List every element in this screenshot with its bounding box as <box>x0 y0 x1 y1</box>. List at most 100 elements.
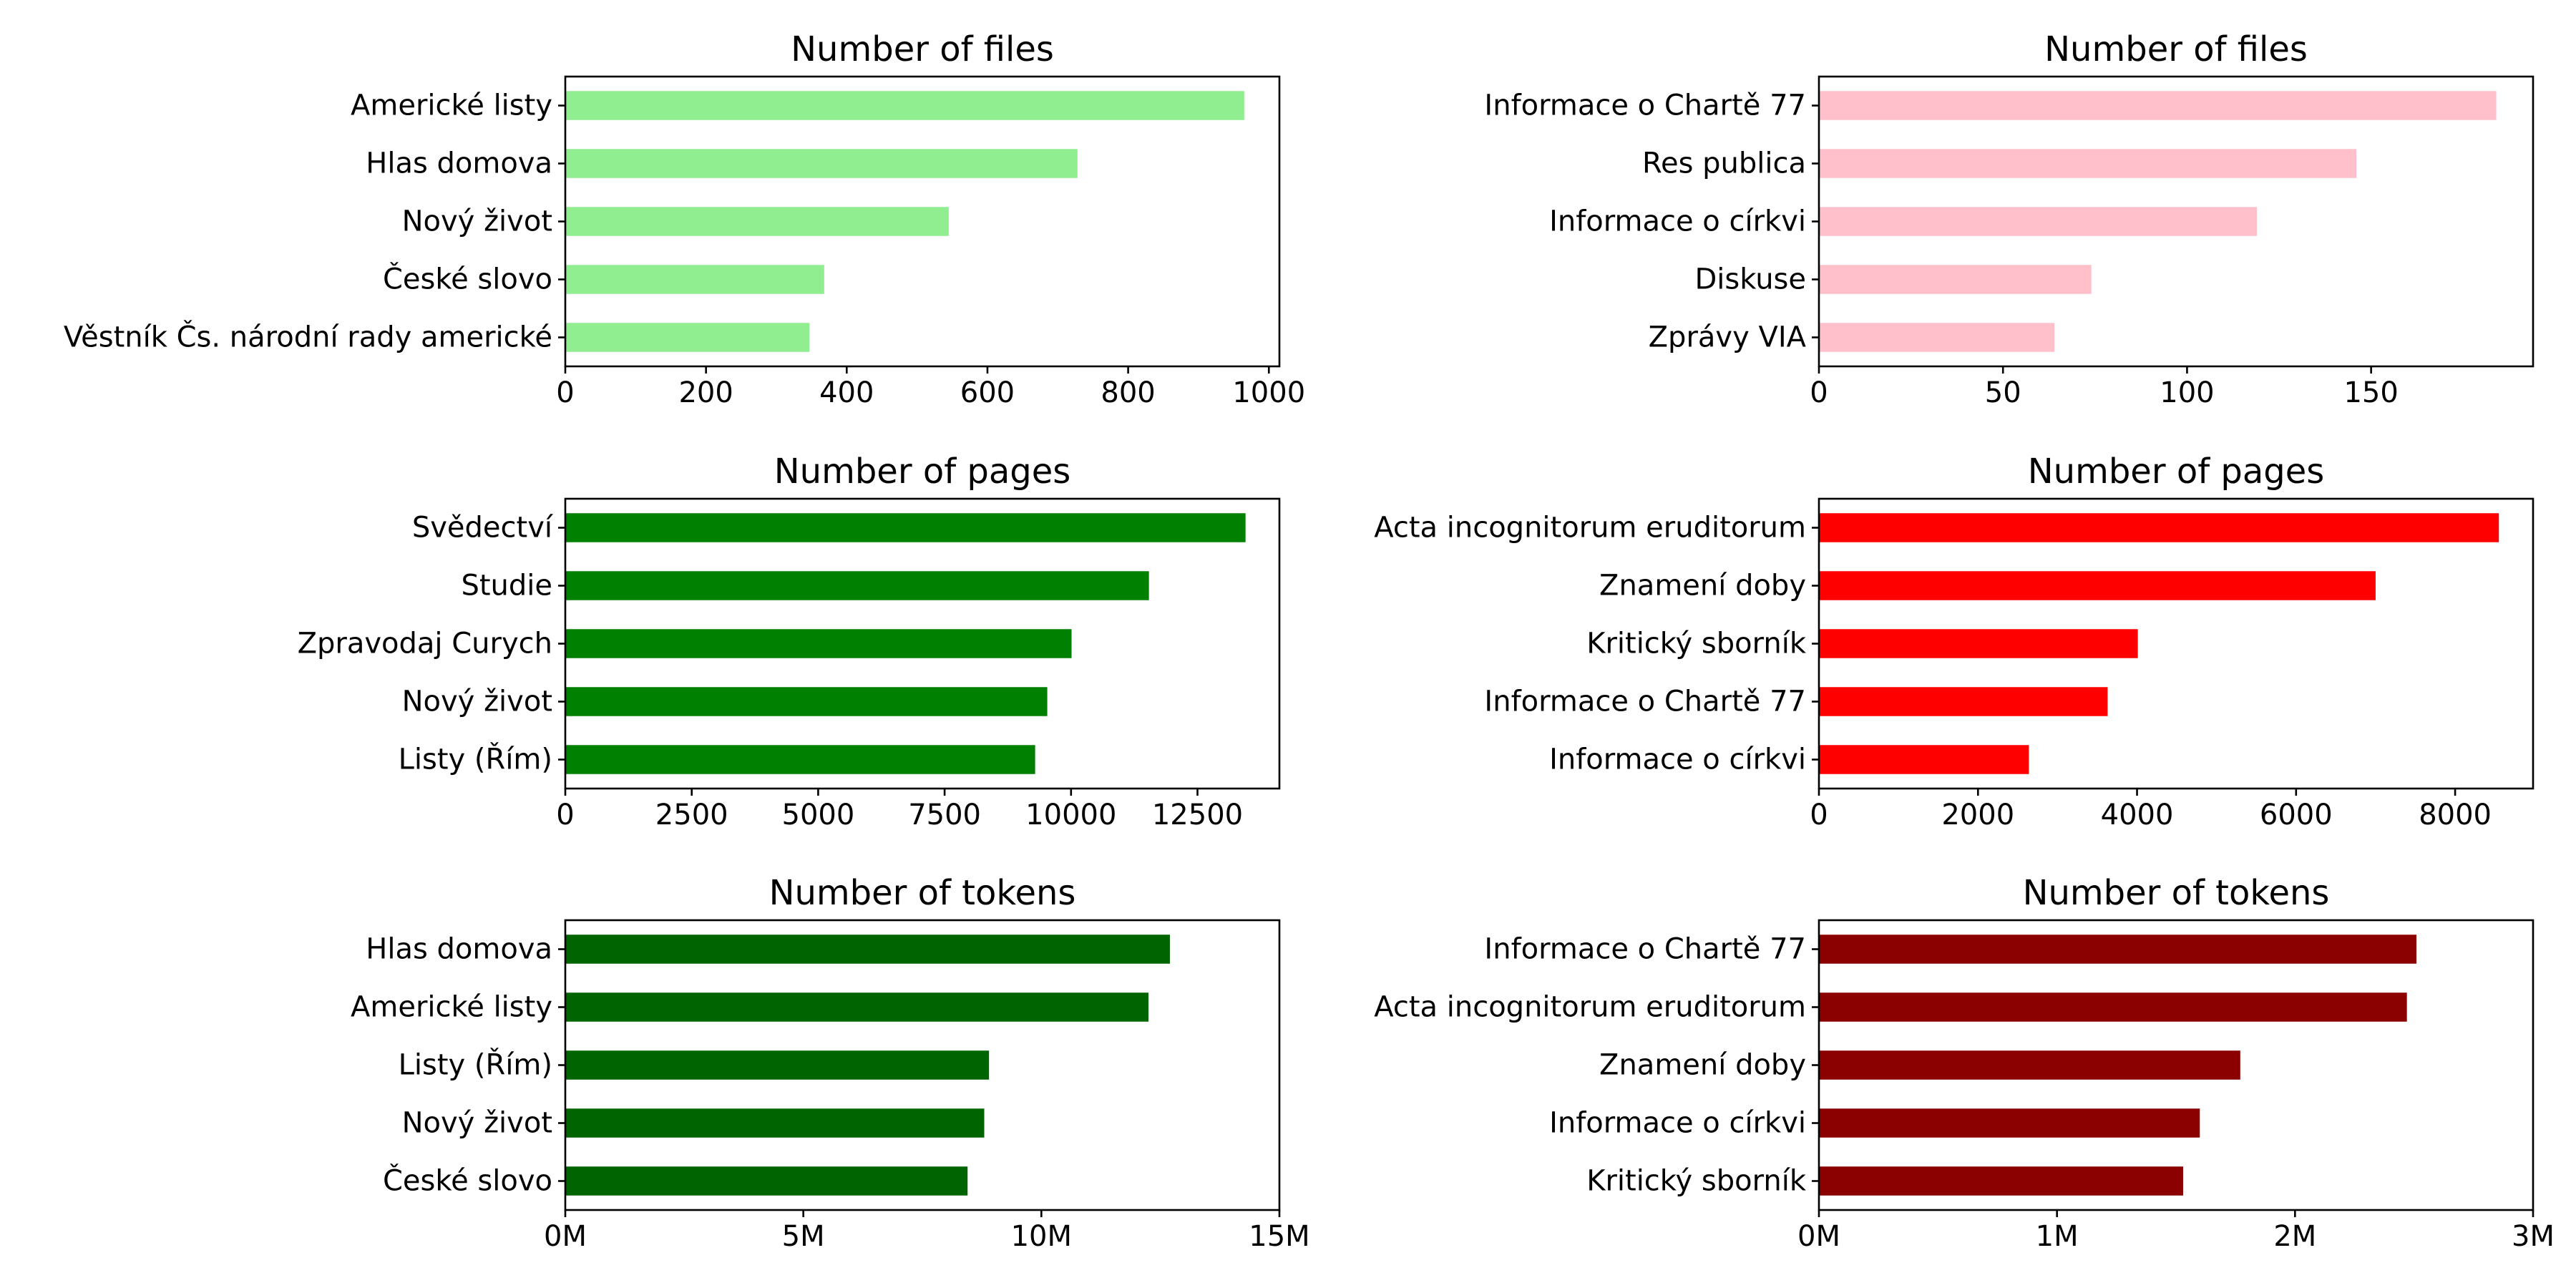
chart-5-title: Number of tokens <box>769 873 1076 913</box>
chart-4-category-label: Informace o Chartě 77 <box>1484 686 1806 718</box>
chart-5-xtick-label: 15M <box>1249 1220 1309 1253</box>
chart-3-bar <box>565 687 1048 716</box>
chart-5-xtick-label: 5M <box>782 1220 825 1253</box>
chart-1-bar <box>565 149 1078 178</box>
chart-2-bar <box>1819 91 2497 120</box>
chart-5-bar <box>565 1108 985 1138</box>
chart-4-frame <box>1818 497 2534 790</box>
chart-2-xtick-label: 0 <box>1810 376 1828 409</box>
chart-2-category-label: Zprávy VIA <box>1649 321 1807 354</box>
chart-1-xtick-label: 200 <box>678 376 733 409</box>
chart-5-frame <box>564 919 1281 1211</box>
chart-5-category-label: Listy (Řím) <box>399 1048 552 1082</box>
chart-6-xtick-label: 3M <box>2512 1220 2555 1253</box>
chart-1-category-label: Nový život <box>402 205 552 238</box>
chart-1-title: Number of files <box>791 29 1054 69</box>
chart-4-category-label: Znamení doby <box>1599 570 1806 602</box>
chart-5-bar <box>565 1050 990 1080</box>
chart-6-category-label: Znamení doby <box>1599 1049 1806 1082</box>
chart-3-category-label: Nový život <box>402 686 552 718</box>
chart-1-bar <box>565 91 1244 120</box>
chart-6-category-label: Informace o církvi <box>1549 1107 1806 1140</box>
chart-2-title: Number of files <box>2044 29 2308 69</box>
chart-4-bar <box>1819 571 2376 600</box>
chart-4-category-label: Informace o církvi <box>1549 743 1806 776</box>
chart-6-title: Number of tokens <box>2023 873 2330 913</box>
chart-3-xtick-label: 2500 <box>655 799 728 831</box>
chart-3-category-label: Listy (Řím) <box>399 742 552 776</box>
chart-5-panel: Hlas domova Americké listy Listy (Řím) Nový… <box>351 873 1310 1253</box>
chart-1-category-label: Hlas domova <box>366 147 552 180</box>
chart-1-bar <box>565 323 810 352</box>
chart-6-category-label: Acta incognitorum eruditorum <box>1374 991 1806 1024</box>
chart-5-bar <box>565 992 1149 1022</box>
chart-6-bar <box>1819 935 2416 964</box>
chart-1-xtick-label: 800 <box>1101 376 1155 409</box>
chart-6-category-label: Kritický sborník <box>1586 1165 1807 1198</box>
chart-3-xtick-label: 12500 <box>1152 799 1243 831</box>
chart-1-bar <box>565 207 949 236</box>
chart-1-xtick-label: 0 <box>556 376 574 409</box>
chart-5-category-label: Hlas domova <box>366 933 552 966</box>
chart-2-panel: Informace o Chartě 77 Res publica Informac… <box>1484 29 2534 409</box>
chart-1-bar <box>565 265 824 294</box>
chart-4-title: Number of pages <box>2028 452 2325 492</box>
chart-2-xtick-label: 50 <box>1985 376 2021 409</box>
chart-3-xtick-label: 0 <box>556 799 574 831</box>
chart-3-bar <box>565 629 1072 658</box>
chart-3-category-label: Zpravodaj Curych <box>298 628 552 660</box>
chart-6-bar <box>1819 1108 2200 1138</box>
chart-2-bar <box>1819 265 2092 294</box>
chart-2-frame <box>1818 75 2534 368</box>
chart-1-xtick-label: 400 <box>819 376 874 409</box>
chart-2-category-label: Informace o církvi <box>1549 205 1806 238</box>
chart-6-xtick-label: 0M <box>1797 1220 1840 1253</box>
chart-2-xtick-label: 100 <box>2160 376 2214 409</box>
chart-1-xtick-label: 600 <box>960 376 1015 409</box>
chart-3-title: Number of pages <box>774 452 1071 492</box>
chart-6-xtick-label: 1M <box>2036 1220 2079 1253</box>
chart-2-bar <box>1819 323 2055 352</box>
chart-1-category-label: Věstník Čs. národní rady americké <box>64 320 552 354</box>
chart-1-xtick-label: 1000 <box>1232 376 1305 409</box>
chart-6-frame <box>1818 919 2534 1211</box>
chart-3-category-label: Svědectví <box>412 512 554 545</box>
chart-6-bar <box>1819 1050 2240 1080</box>
chart-5-bar <box>565 935 1170 964</box>
chart-3-frame <box>564 497 1281 790</box>
chart-5-category-label: České slovo <box>383 1163 552 1198</box>
chart-3-bar <box>565 571 1149 600</box>
chart-3-category-label: Studie <box>461 570 552 602</box>
chart-3-panel: Svědectví Studie Zpravodaj Curych Nový živo… <box>298 452 1281 831</box>
chart-4-xtick-label: 0 <box>1810 799 1828 831</box>
chart-4-category-label: Acta incognitorum eruditorum <box>1374 512 1806 545</box>
chart-3-xtick-label: 7500 <box>908 799 981 831</box>
chart-4-xtick-label: 8000 <box>2419 799 2492 831</box>
chart-2-category-label: Diskuse <box>1695 263 1807 296</box>
chart-2-category-label: Res publica <box>1642 147 1806 180</box>
chart-3-bar <box>565 745 1035 774</box>
chart-2-category-label: Informace o Chartě 77 <box>1484 89 1806 122</box>
chart-4-bar <box>1819 629 2138 658</box>
chart-5-category-label: Nový život <box>402 1107 552 1140</box>
chart-5-category-label: Americké listy <box>351 991 552 1024</box>
chart-4-bar <box>1819 513 2499 542</box>
chart-6-bar <box>1819 1166 2183 1196</box>
chart-1-frame <box>564 75 1281 368</box>
chart-5-xtick-label: 10M <box>1011 1220 1072 1253</box>
chart-5-bar <box>565 1166 968 1196</box>
chart-2-xtick-label: 150 <box>2343 376 2398 409</box>
chart-6-bar <box>1819 992 2407 1022</box>
chart-1-panel: Americké listy Hlas domova Nový život České… <box>64 29 1305 409</box>
chart-4-bar <box>1819 687 2108 716</box>
chart-6-xtick-label: 2M <box>2273 1220 2316 1253</box>
chart-6-category-label: Informace o Chartě 77 <box>1484 933 1806 966</box>
chart-4-panel: Acta incognitorum eruditorum Znamení doby… <box>1374 452 2534 831</box>
chart-3-bar <box>565 513 1246 542</box>
chart-2-bar <box>1819 149 2357 178</box>
chart-3-xtick-label: 5000 <box>782 799 855 831</box>
chart-1-category-label: Americké listy <box>351 89 552 122</box>
chart-4-xtick-label: 4000 <box>2101 799 2174 831</box>
chart-4-xtick-label: 2000 <box>1941 799 2014 831</box>
chart-5-xtick-label: 0M <box>544 1220 587 1253</box>
